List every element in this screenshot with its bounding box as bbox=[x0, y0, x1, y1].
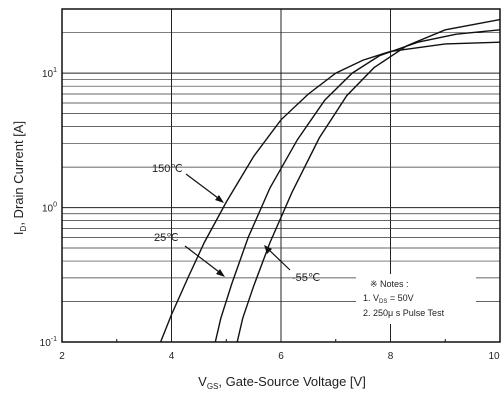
curve-minus55c bbox=[236, 18, 501, 343]
notes-box-bg bbox=[356, 274, 476, 324]
label-150c-arrow bbox=[185, 173, 223, 202]
curve-25c bbox=[214, 29, 501, 343]
x-tick-label-0: 2 bbox=[59, 351, 65, 362]
y-tick-label-2: 101 bbox=[42, 67, 57, 80]
label-150c-arrowhead bbox=[215, 195, 224, 203]
plot-frame bbox=[61, 8, 501, 343]
y-axis-title: ID, Drain Current [A] bbox=[11, 121, 28, 235]
x-tick-label-2: 6 bbox=[278, 351, 284, 362]
x-tick-label-4: 10 bbox=[488, 351, 500, 362]
label-minus55c-arrowhead bbox=[264, 245, 272, 254]
label-150c: 150℃ bbox=[152, 163, 224, 203]
label-minus55c: -55℃ bbox=[264, 245, 320, 284]
notes-line-1: 1. VDS = 50V bbox=[363, 293, 414, 305]
label-25c: 25℃ bbox=[154, 232, 225, 277]
y-tick-label-1: 100 bbox=[42, 202, 57, 215]
label-minus55c-text: -55℃ bbox=[292, 272, 320, 284]
label-25c-text: 25℃ bbox=[154, 232, 179, 244]
label-25c-arrow bbox=[184, 245, 224, 276]
x-tick-label-1: 4 bbox=[169, 351, 175, 362]
x-tick-label-3: 8 bbox=[388, 351, 394, 362]
label-25c-arrowhead bbox=[216, 269, 225, 277]
notes-title: ※ Notes : bbox=[370, 279, 409, 289]
curves bbox=[159, 18, 501, 343]
notes-box: ※ Notes : 1. VDS = 50V 2. 250μ s Pulse T… bbox=[356, 274, 476, 324]
notes-line-2: 2. 250μ s Pulse Test bbox=[363, 308, 445, 318]
label-150c-text: 150℃ bbox=[152, 163, 183, 175]
y-tick-label-0: 10-1 bbox=[40, 336, 57, 349]
tick-labels: 2 4 6 8 10 10-1 100 101 bbox=[40, 67, 500, 362]
x-axis-title: VGS, Gate-Source Voltage [V] bbox=[198, 374, 366, 391]
